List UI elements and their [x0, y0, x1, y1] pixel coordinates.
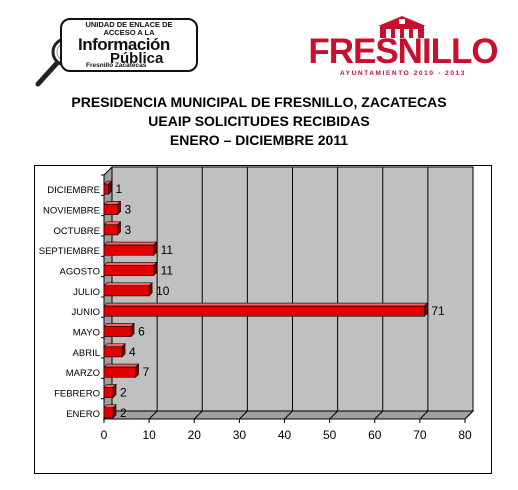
floor-gridline	[464, 410, 474, 420]
x-tick-label: 50	[323, 428, 337, 442]
title-line-3: ENERO – DICIEMBRE 2011	[169, 132, 349, 148]
data-label: 6	[138, 325, 145, 339]
floor-gridline	[148, 410, 158, 420]
category-label: ENERO	[66, 409, 100, 420]
bar-chart: 0 10 20 30 40 50 60 70 80 1 DICIEMBRE 3 NOVIEMBRE 3 OC…	[39, 166, 475, 442]
category-label: MARZO	[66, 368, 100, 379]
bar-top	[103, 262, 158, 266]
data-label: 1	[116, 182, 123, 196]
category-label: OCTUBRE	[54, 226, 100, 237]
building-icon	[378, 16, 426, 38]
bar-top	[103, 343, 126, 348]
data-label: 11	[161, 264, 174, 278]
bar	[103, 204, 118, 215]
bar	[103, 305, 425, 317]
x-tick-label: 40	[278, 428, 292, 442]
x-tick-label: 10	[142, 428, 156, 442]
floor-gridline	[193, 410, 203, 420]
bar-top	[103, 282, 153, 287]
floor-gridline	[239, 410, 248, 420]
uai-logo: UNIDAD DE ENLACE DE ACCESO A LA Informac…	[32, 16, 200, 88]
bar	[103, 387, 114, 398]
data-label: 11	[161, 243, 174, 257]
category-label: FEBRERO	[54, 389, 100, 400]
fresnillo-subtitle: AYUNTAMIENTO 2010 - 2013	[339, 70, 467, 77]
logo-line-5: Fresnillo Zacatecas	[86, 62, 147, 69]
bar-top	[103, 363, 140, 368]
title-line-2: UEAIP SOLICITUDES RECIBIDAS	[148, 113, 370, 129]
floor-gridline	[329, 410, 338, 420]
category-label: DICIEMBRE	[47, 185, 100, 196]
logo-line-1: UNIDAD DE ENLACE DE	[85, 20, 173, 29]
category-label: ABRIL	[73, 348, 100, 359]
bar-top	[103, 302, 429, 307]
logo-line-2: ACCESO A LA	[103, 28, 155, 37]
report-titles: PRESIDENCIA MUNICIPAL DE FRESNILLO, ZACA…	[0, 93, 518, 150]
data-label: 7	[143, 365, 150, 379]
bar	[103, 265, 154, 276]
bar-top	[103, 241, 158, 246]
data-label: 10	[156, 284, 170, 298]
data-label: 3	[125, 203, 132, 217]
x-tick-label: 60	[368, 428, 382, 442]
bar	[103, 346, 123, 358]
chart-frame: 0 10 20 30 40 50 60 70 80 1 DICIEMBRE 3 NOVIEMBRE 3 OC…	[34, 165, 492, 474]
bar	[103, 326, 132, 337]
category-label: NOVIEMBRE	[43, 206, 100, 217]
bar	[103, 183, 109, 195]
data-label: 71	[431, 304, 445, 318]
bar	[103, 285, 150, 297]
uai-logo-box: UNIDAD DE ENLACE DE ACCESO A LA Informac…	[60, 18, 198, 72]
bar	[103, 366, 136, 378]
x-tick-label: 80	[458, 428, 472, 442]
category-label: JUNIO	[72, 307, 101, 318]
bar	[103, 224, 118, 236]
floor-gridline	[284, 410, 293, 420]
title-line-1: PRESIDENCIA MUNICIPAL DE FRESNILLO, ZACA…	[71, 94, 447, 110]
data-label: 3	[125, 223, 132, 237]
bar	[103, 407, 114, 419]
data-label: 4	[129, 345, 136, 359]
floor-gridline	[374, 410, 384, 420]
bar-top	[103, 323, 135, 327]
x-tick-label: 0	[101, 428, 108, 442]
logo-line-4: Pública	[110, 50, 164, 67]
x-tick-label: 70	[413, 428, 427, 442]
floor-gridline	[419, 410, 429, 420]
bar	[103, 244, 154, 256]
category-label: JULIO	[73, 287, 100, 298]
x-tick-label: 30	[233, 428, 247, 442]
category-label: AGOSTO	[60, 267, 100, 278]
data-label: 2	[120, 386, 127, 400]
category-label: MAYO	[73, 328, 100, 339]
fresnillo-wordmark: FRESNILLO	[308, 32, 498, 71]
fresnillo-logo: FRESNILLO AYUNTAMIENTO 2010 - 2013	[306, 14, 499, 82]
category-label: SEPTIEMBRE	[39, 246, 100, 257]
logo-line-3: Información	[78, 35, 170, 54]
data-label: 2	[120, 406, 127, 420]
x-tick-label: 20	[188, 428, 202, 442]
